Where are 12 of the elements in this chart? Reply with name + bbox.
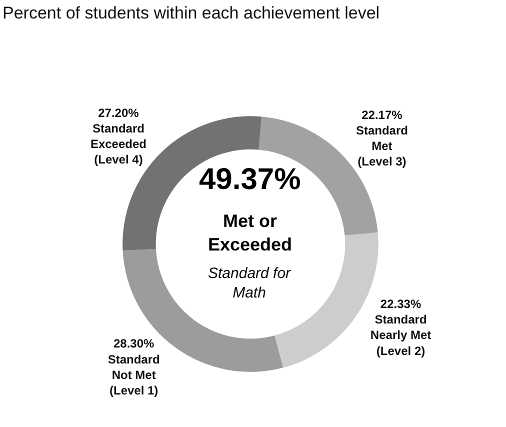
data-label: 27.20% — [98, 106, 140, 120]
data-label: 22.17% — [362, 108, 403, 122]
slice-label: Standard Met (Level 3) — [356, 123, 408, 169]
text: Met or Exceeded — [208, 211, 292, 254]
data-label: 22.33% — [380, 297, 422, 311]
slice-label: Standard Not Met (Level 1) — [108, 352, 160, 398]
chart-title: Percent of students within each achievement level — [2, 3, 380, 22]
slice-label: Standard Exceeded (Level 4) — [90, 121, 146, 167]
text: Standard for Math — [208, 265, 292, 302]
slice-label: Standard Nearly Met (Level 2) — [370, 312, 432, 358]
data-label: 28.30% — [113, 336, 155, 351]
text: 49.37% — [199, 163, 301, 196]
